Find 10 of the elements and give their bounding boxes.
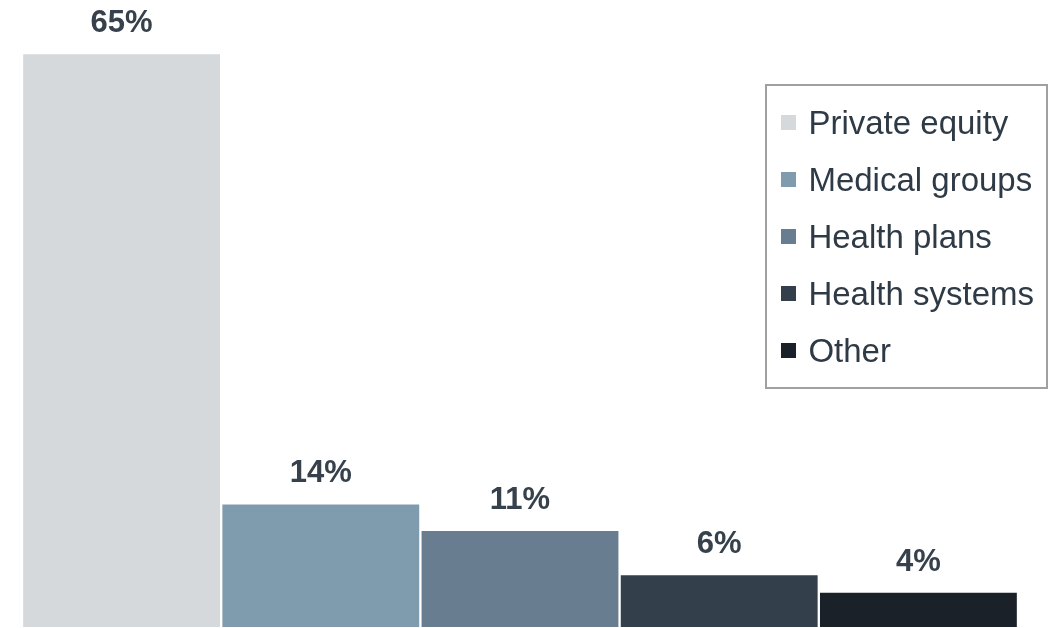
legend-label: Health systems (808, 274, 1034, 313)
data-label: 65% (90, 4, 153, 40)
legend-label: Other (808, 331, 891, 370)
legend-label: Medical groups (808, 160, 1033, 199)
legend-label: Private equity (808, 103, 1009, 142)
data-label: 11% (489, 480, 551, 516)
data-label: 14% (289, 454, 352, 490)
data-label: 4% (895, 542, 941, 578)
data-label: 6% (696, 525, 742, 561)
legend-label: Health plans (808, 217, 992, 256)
